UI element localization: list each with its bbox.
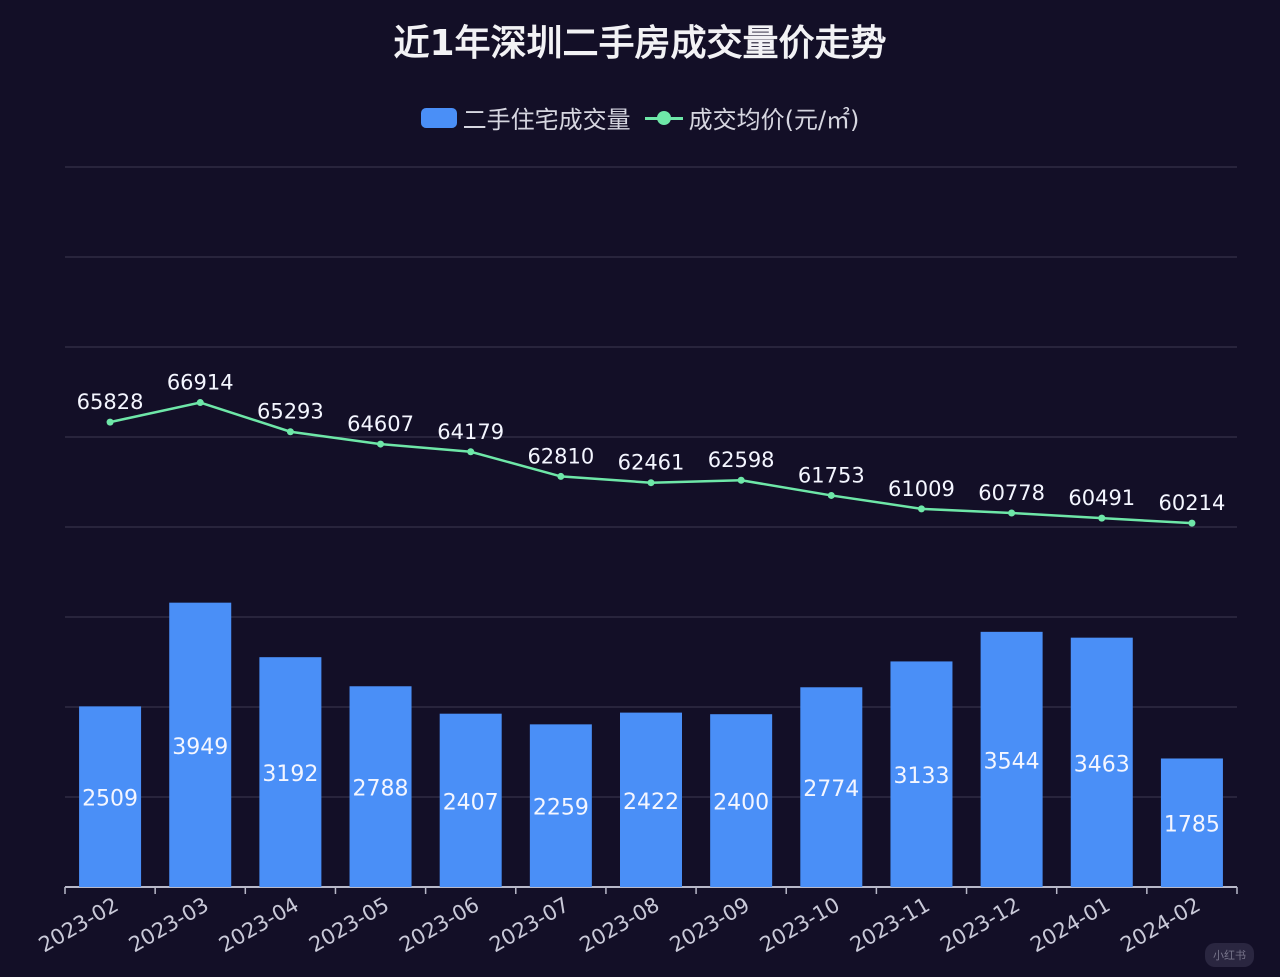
bar-value-label: 2509	[82, 787, 138, 812]
bar-value-label: 3133	[893, 764, 949, 789]
price-point	[467, 448, 475, 456]
x-tick-label: 2024-01	[1026, 893, 1114, 958]
bar	[1070, 637, 1133, 887]
price-point	[827, 491, 835, 499]
price-point	[1098, 514, 1106, 522]
bar-value-label: 2407	[443, 790, 499, 815]
price-value-label: 62461	[618, 451, 685, 475]
bar	[890, 661, 953, 887]
price-value-label: 64179	[437, 420, 504, 444]
price-point	[557, 472, 565, 480]
x-tick-label: 2023-09	[666, 893, 754, 958]
chart-title: 近1年深圳二手房成交量价走势	[393, 23, 887, 64]
price-point	[377, 440, 385, 448]
price-value-label: 60214	[1159, 491, 1226, 515]
bar-value-label: 3544	[984, 749, 1040, 774]
price-value-label: 60491	[1068, 486, 1135, 510]
bar	[349, 686, 412, 887]
x-tick-label: 2023-02	[35, 893, 123, 958]
price-point	[737, 476, 745, 484]
price-point	[196, 399, 204, 407]
price-value-label: 62598	[708, 448, 775, 472]
x-tick-label: 2023-10	[756, 893, 844, 958]
x-tick-label: 2023-03	[125, 893, 213, 958]
price-point	[1188, 519, 1196, 527]
legend-label-volume: 二手住宅成交量	[462, 106, 631, 134]
bar	[169, 602, 232, 887]
bar	[710, 714, 773, 887]
price-point	[647, 479, 655, 487]
price-value-label: 62810	[527, 444, 594, 468]
bar-value-label: 3949	[172, 735, 228, 760]
price-value-label: 64607	[347, 412, 414, 436]
price-point	[1008, 509, 1016, 517]
price-value-label: 65828	[77, 390, 144, 414]
x-tick-label: 2023-04	[215, 893, 303, 958]
price-point	[106, 418, 114, 426]
legend-label-price: 成交均价(元/㎡)	[688, 106, 860, 134]
bar-value-label: 3192	[262, 762, 318, 787]
x-tick-label: 2024-02	[1116, 893, 1204, 958]
x-tick-label: 2023-05	[305, 893, 393, 958]
bar-value-label: 2400	[713, 791, 769, 816]
bar-value-label: 2259	[533, 796, 589, 821]
price-point	[286, 428, 294, 436]
bar-value-label: 2788	[353, 777, 409, 802]
bar	[800, 687, 863, 887]
legend: 二手住宅成交量 成交均价(元/㎡)	[0, 100, 1280, 135]
price-value-label: 61009	[888, 477, 955, 501]
watermark-logo: 小红书	[1205, 943, 1254, 967]
bar	[259, 657, 322, 887]
legend-line-swatch	[644, 108, 683, 128]
x-tick-label: 2023-11	[846, 893, 934, 958]
bar	[79, 706, 142, 887]
bar	[1160, 758, 1223, 887]
legend-bar-swatch	[420, 107, 457, 128]
bar	[439, 713, 502, 887]
bar	[529, 724, 592, 887]
bar	[620, 712, 682, 887]
legend-item-price[interactable]: 成交均价(元/㎡)	[644, 100, 860, 135]
price-value-label: 65293	[257, 400, 324, 424]
bar	[980, 631, 1043, 887]
x-tick-label: 2023-08	[576, 893, 664, 958]
price-point	[917, 505, 925, 513]
bar-value-label: 3463	[1074, 752, 1130, 777]
x-tick-label: 2023-06	[395, 893, 483, 958]
x-tick-label: 2023-12	[936, 893, 1024, 958]
bar-value-label: 2422	[623, 790, 679, 815]
bar-value-label: 1785	[1164, 813, 1220, 838]
price-value-label: 66914	[167, 371, 234, 395]
price-value-label: 61753	[798, 463, 865, 487]
legend-item-volume[interactable]: 二手住宅成交量	[420, 100, 631, 135]
price-value-label: 60778	[978, 481, 1045, 505]
x-tick-label: 2023-07	[485, 893, 573, 958]
bar-value-label: 2774	[803, 777, 859, 802]
